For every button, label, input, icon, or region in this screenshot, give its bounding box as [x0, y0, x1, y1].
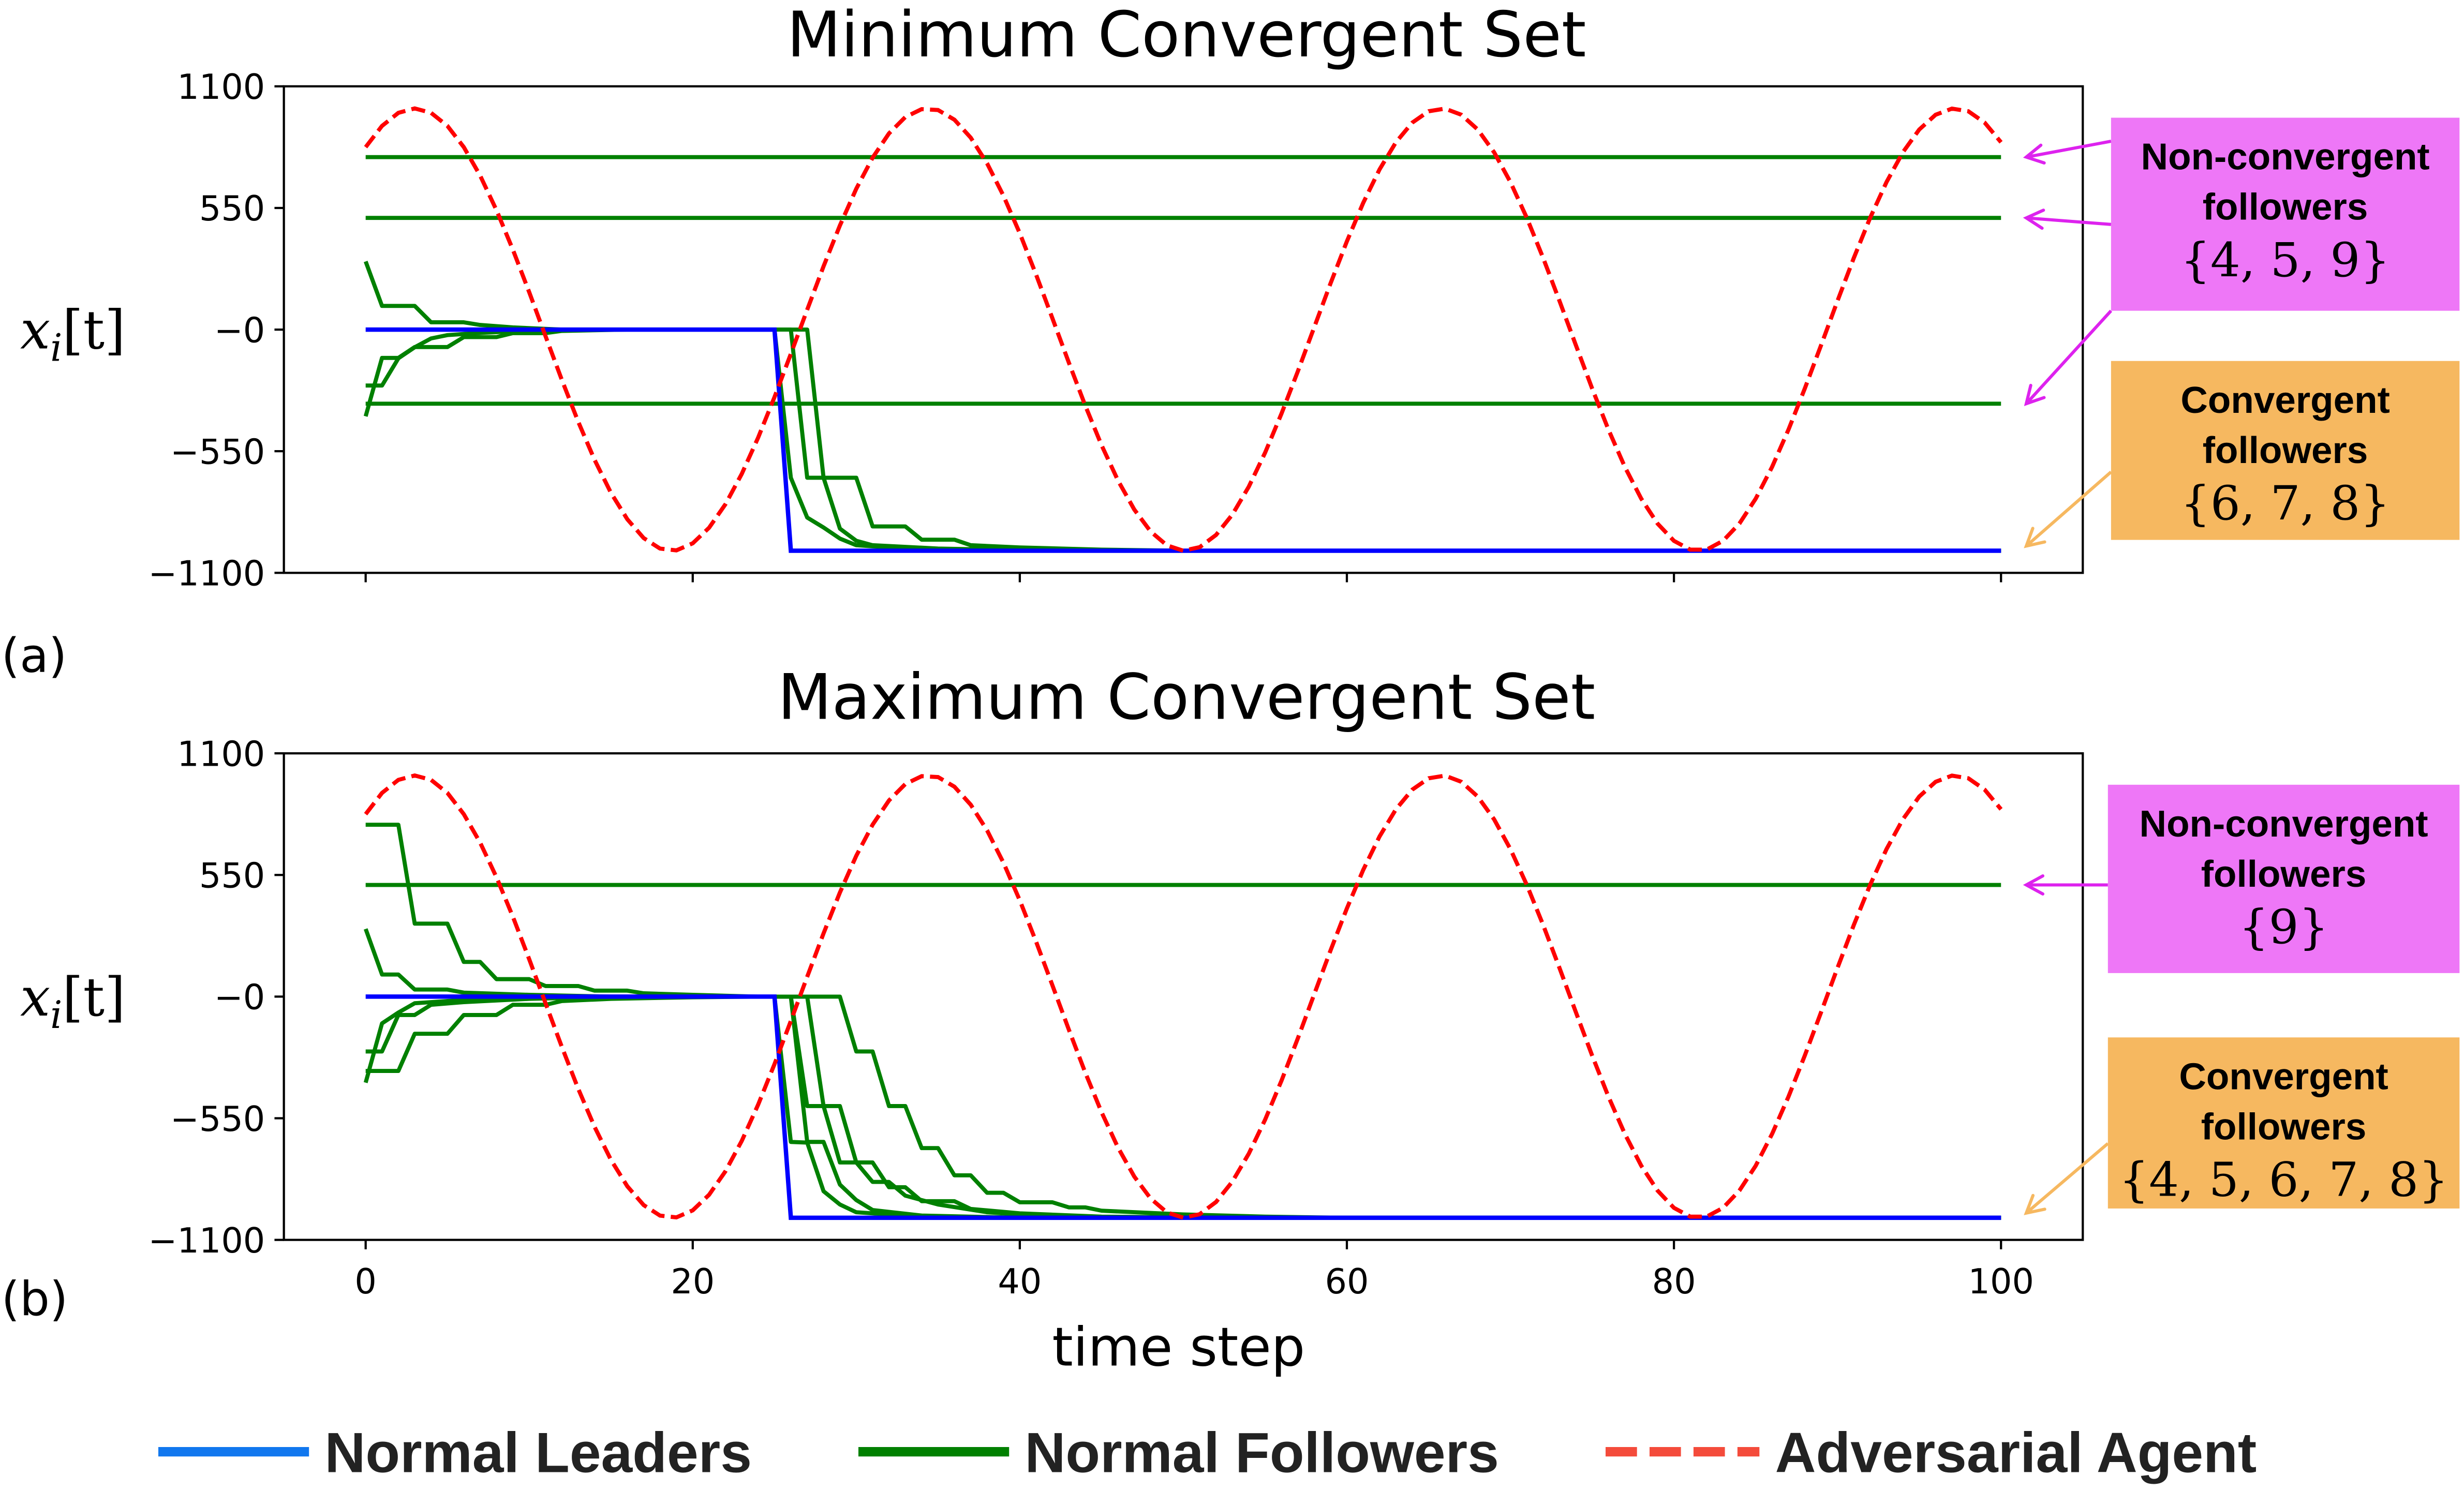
x-tick-label: 0 [354, 1261, 376, 1302]
y-axis-label-sub: i [50, 993, 62, 1037]
annotation-arrow [2025, 470, 2112, 547]
legend: Normal Leaders Normal Followers Adversar… [158, 1422, 2257, 1485]
legend-leaders-label: Normal Leaders [325, 1422, 752, 1485]
x-tick-label: 80 [1652, 1261, 1696, 1302]
annotation-nonconvergent: Non-convergent followers {4, 5, 9} [2023, 117, 2460, 406]
series-adversarial-agent [364, 106, 2003, 553]
y-tick-label: 550 [199, 856, 265, 896]
y-tick-label: −0 [214, 977, 265, 1018]
plot-area [363, 106, 2003, 553]
annotation-set: {4, 5, 6, 7, 8} [2119, 1153, 2448, 1207]
series-follower-conv-3 [363, 994, 2001, 1220]
series-follower-conv-4 [365, 994, 2001, 1220]
annotation-title-line1: Non-convergent [2139, 803, 2428, 845]
y-tick-label: −1100 [149, 1220, 265, 1261]
arrowhead-icon [2023, 874, 2045, 896]
panel-b: Maximum Convergent Set (b) xi[t] 1100 550 −0 −… [2, 660, 2460, 1378]
annotation-arrow [2025, 1142, 2109, 1215]
annotation-box [2107, 1037, 2460, 1209]
annotation-title-line1: Non-convergent [2141, 136, 2430, 178]
arrowhead-icon [2023, 143, 2046, 165]
y-axis-label-sub: i [50, 326, 62, 370]
annotation-title-line2: followers [2201, 853, 2367, 895]
x-tick-label: 60 [1325, 1261, 1369, 1302]
annotation-title-line2: followers [2201, 1106, 2367, 1147]
series-follower-conv-3 [365, 327, 2001, 553]
arrowhead-icon [2024, 1194, 2046, 1215]
series-follower-conv-1 [363, 261, 2001, 553]
annotation-arrow [2026, 140, 2112, 159]
y-tick-label: 550 [199, 188, 265, 229]
annotation-nonconvergent: Non-convergent followers {9} [2023, 784, 2460, 973]
y-tick-label: −550 [170, 1099, 265, 1139]
annotation-box [2111, 361, 2460, 540]
annotation-title-line2: followers [2203, 429, 2368, 471]
annotation-title-line1: Convergent [2180, 379, 2389, 421]
annotation-title-line2: followers [2203, 186, 2368, 228]
plot-area [363, 773, 2003, 1220]
y-axis-label: xi[t] [20, 299, 125, 370]
annotation-box [2107, 784, 2460, 973]
arrowhead-icon [2023, 208, 2045, 230]
annotation-set: {9} [2239, 900, 2329, 955]
arrowhead-icon [2024, 527, 2046, 548]
series-follower-conv-2 [363, 928, 2001, 1220]
annotation-box [2111, 117, 2460, 311]
annotation-convergent: Convergent followers {6, 7, 8} [2024, 361, 2460, 548]
annotation-set: {6, 7, 8} [2180, 476, 2390, 531]
panel-a: Minimum Convergent Set (a) xi[t] 1100 550 −0 −… [2, 0, 2460, 683]
annotation-set: {4, 5, 9} [2180, 233, 2390, 288]
annotation-arrow [2026, 216, 2112, 226]
y-tick-label: −1100 [149, 554, 265, 594]
y-tick-label: −0 [214, 310, 265, 350]
y-tick-label: −550 [170, 431, 265, 472]
y-tick-label: 1100 [177, 734, 265, 774]
legend-followers-label: Normal Followers [1025, 1422, 1499, 1485]
y-axis-label-main: x [20, 299, 50, 361]
series-follower-conv-2 [363, 327, 2001, 553]
series-leader [365, 327, 2001, 553]
x-tick-label: 20 [671, 1261, 715, 1302]
panel-label: (a) [2, 629, 67, 683]
y-axis-label-main: x [20, 966, 50, 1028]
y-axis-label-rest: [t] [62, 966, 125, 1028]
x-tick-label: 100 [1968, 1261, 2034, 1302]
y-axis-label-rest: [t] [62, 299, 125, 361]
annotation-arrow [2025, 309, 2113, 405]
y-tick-label: 1100 [177, 67, 265, 107]
series-adversarial-agent [364, 773, 2003, 1220]
chart-title: Minimum Convergent Set [787, 0, 1586, 71]
x-axis-label: time step [1052, 1316, 1305, 1378]
panel-label: (b) [2, 1272, 68, 1326]
x-tick-label: 40 [998, 1261, 1042, 1302]
legend-adversary-label: Adversarial Agent [1775, 1422, 2257, 1485]
series-follower-conv-5 [365, 994, 2001, 1220]
annotation-convergent: Convergent followers {4, 5, 6, 7, 8} [2024, 1037, 2460, 1215]
annotation-title-line1: Convergent [2179, 1055, 2388, 1097]
series-leader [365, 994, 2001, 1220]
y-axis-label: xi[t] [20, 966, 125, 1037]
arrowhead-icon [2024, 383, 2046, 406]
chart-title: Maximum Convergent Set [778, 660, 1595, 734]
